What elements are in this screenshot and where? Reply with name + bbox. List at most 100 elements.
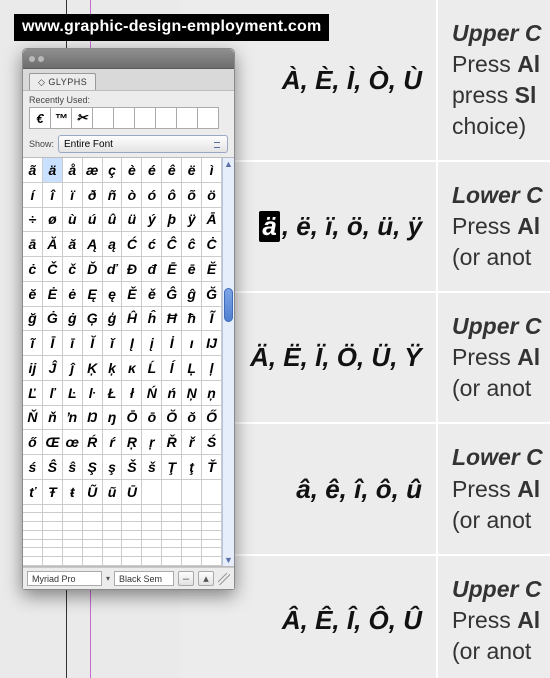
glyph-cell[interactable]	[162, 548, 182, 557]
glyph-cell[interactable]: Ŀ	[63, 381, 83, 406]
glyph-cell[interactable]: ħ	[182, 307, 202, 332]
glyph-cell[interactable]	[162, 540, 182, 549]
glyph-cell[interactable]: Ŧ	[43, 480, 63, 505]
glyph-cell[interactable]: ô	[162, 183, 182, 208]
glyph-cell[interactable]	[202, 557, 222, 566]
glyph-cell[interactable]: š	[142, 455, 162, 480]
glyph-cell[interactable]: Ď	[83, 257, 103, 282]
glyph-cell[interactable]: ð	[83, 183, 103, 208]
glyph-cell[interactable]: ì	[202, 158, 222, 183]
glyph-cell[interactable]	[103, 540, 123, 549]
glyph-cell[interactable]: Ŏ	[162, 406, 182, 431]
glyph-cell[interactable]: ĵ	[63, 356, 83, 381]
glyph-cell[interactable]: ú	[83, 208, 103, 233]
glyph-cell[interactable]	[142, 480, 162, 505]
glyph-cell[interactable]: Ľ	[23, 381, 43, 406]
glyph-cell[interactable]: ŝ	[63, 455, 83, 480]
glyph-cell[interactable]	[142, 513, 162, 522]
glyph-cell[interactable]	[122, 557, 142, 566]
glyph-cell[interactable]	[202, 540, 222, 549]
glyph-cell[interactable]: ë	[182, 158, 202, 183]
glyph-cell[interactable]: å	[63, 158, 83, 183]
glyph-cell[interactable]: Ĵ	[43, 356, 63, 381]
glyph-cell[interactable]: ś	[23, 455, 43, 480]
glyph-cell[interactable]: î	[43, 183, 63, 208]
glyph-cell[interactable]: Ĩ	[202, 307, 222, 332]
glyph-cell[interactable]: į	[142, 331, 162, 356]
glyph-cell[interactable]: Ş	[83, 455, 103, 480]
glyph-cell[interactable]: ä	[43, 158, 63, 183]
glyph-cell[interactable]: ł	[122, 381, 142, 406]
zoom-out-button[interactable]: –	[178, 571, 194, 586]
glyph-cell[interactable]	[83, 522, 103, 531]
glyph-cell[interactable]: Ğ	[202, 282, 222, 307]
font-style-field[interactable]: Black Sem	[114, 571, 174, 586]
glyph-cell[interactable]	[63, 540, 83, 549]
glyph-cell[interactable]: Ķ	[83, 356, 103, 381]
glyph-cell[interactable]: ü	[122, 208, 142, 233]
glyph-cell[interactable]	[182, 540, 202, 549]
glyph-cell[interactable]	[202, 505, 222, 514]
glyph-cell[interactable]	[103, 505, 123, 514]
recent-glyph-cell[interactable]	[197, 107, 219, 129]
glyph-cell[interactable]: đ	[142, 257, 162, 282]
glyph-cell[interactable]	[202, 513, 222, 522]
glyph-cell[interactable]: Ō	[122, 406, 142, 431]
glyph-cell[interactable]: ŋ	[103, 406, 123, 431]
glyph-cell[interactable]	[142, 557, 162, 566]
glyph-cell[interactable]: ŉ	[63, 406, 83, 431]
glyph-cell[interactable]: ç	[103, 158, 123, 183]
glyph-cell[interactable]	[63, 531, 83, 540]
glyph-cell[interactable]: ę	[103, 282, 123, 307]
glyph-cell[interactable]: ŗ	[142, 430, 162, 455]
show-dropdown[interactable]: Entire Font	[58, 135, 228, 153]
glyph-cell[interactable]: ō	[142, 406, 162, 431]
glyph-cell[interactable]: ò	[122, 183, 142, 208]
glyph-cell[interactable]: Ŗ	[122, 430, 142, 455]
glyph-cell[interactable]: Ĝ	[162, 282, 182, 307]
glyph-cell[interactable]	[83, 531, 103, 540]
glyph-cell[interactable]: ă	[63, 232, 83, 257]
glyph-cell[interactable]	[122, 513, 142, 522]
glyph-cell[interactable]: Ī	[43, 331, 63, 356]
font-family-field[interactable]: Myriad Pro	[27, 571, 102, 586]
glyph-cell[interactable]	[162, 557, 182, 566]
glyph-cell[interactable]	[23, 505, 43, 514]
glyph-cell[interactable]: ö	[202, 183, 222, 208]
recent-glyph-cell[interactable]	[176, 107, 198, 129]
glyph-cell[interactable]: ļ	[202, 356, 222, 381]
glyph-cell[interactable]: ş	[103, 455, 123, 480]
glyph-cell[interactable]	[23, 557, 43, 566]
glyph-cell[interactable]: ĝ	[182, 282, 202, 307]
glyph-cell[interactable]: ť	[23, 480, 43, 505]
glyph-cell[interactable]	[162, 513, 182, 522]
glyph-cell[interactable]: õ	[182, 183, 202, 208]
resize-grip-icon[interactable]	[218, 573, 230, 585]
glyph-cell[interactable]	[122, 505, 142, 514]
glyph-cell[interactable]: Ł	[103, 381, 123, 406]
glyph-cell[interactable]	[23, 548, 43, 557]
glyph-cell[interactable]: İ	[162, 331, 182, 356]
glyph-cell[interactable]: ĭ	[103, 331, 123, 356]
glyph-cell[interactable]: ĺ	[162, 356, 182, 381]
glyph-cell[interactable]: Ņ	[182, 381, 202, 406]
glyph-cell[interactable]	[142, 548, 162, 557]
glyph-cell[interactable]: ķ	[103, 356, 123, 381]
glyph-cell[interactable]: Ũ	[83, 480, 103, 505]
glyph-cell[interactable]	[83, 557, 103, 566]
glyph-cell[interactable]: ğ	[23, 307, 43, 332]
glyph-cell[interactable]	[63, 522, 83, 531]
glyph-cell[interactable]	[202, 522, 222, 531]
glyph-cell[interactable]: Ē	[162, 257, 182, 282]
glyph-cell[interactable]: Ĥ	[122, 307, 142, 332]
glyph-cell[interactable]: Ś	[202, 430, 222, 455]
glyph-cell[interactable]: í	[23, 183, 43, 208]
glyph-grid[interactable]: ãäåæçèéêëìíîïðñòóôõö÷øùúûüýþÿĀāĂăĄąĆćĈĉĊ…	[23, 158, 222, 566]
glyph-cell[interactable]	[182, 548, 202, 557]
glyph-cell[interactable]: ŏ	[182, 406, 202, 431]
glyph-cell[interactable]	[63, 505, 83, 514]
glyph-cell[interactable]: Ŋ	[83, 406, 103, 431]
glyph-cell[interactable]: ď	[103, 257, 123, 282]
glyph-cell[interactable]: ã	[23, 158, 43, 183]
glyph-cell[interactable]: ĕ	[23, 282, 43, 307]
